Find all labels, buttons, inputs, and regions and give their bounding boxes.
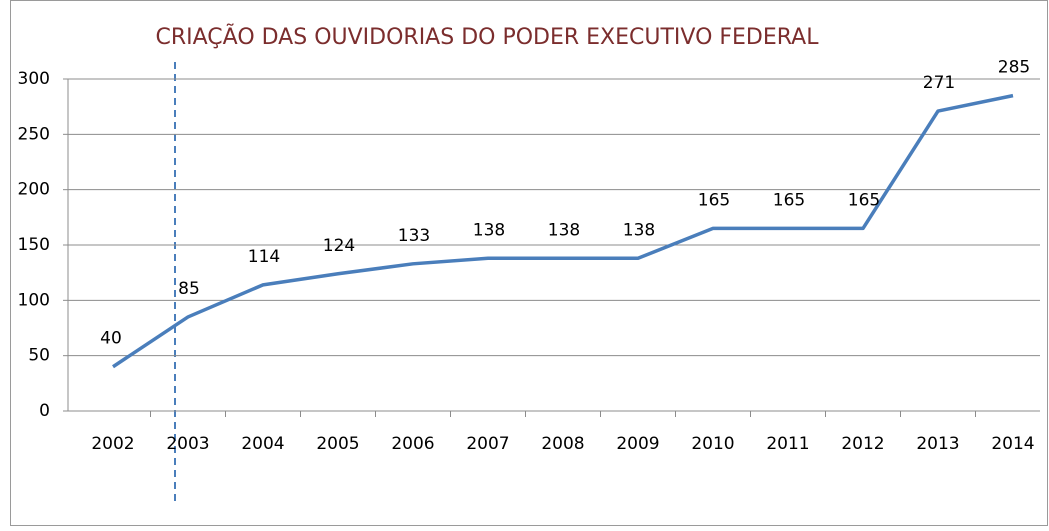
x-tick-label: 2014 [991,434,1034,454]
chart-title: CRIAÇÃO DAS OUVIDORIAS DO PODER EXECUTIV… [156,23,820,50]
x-tick-label: 2011 [766,434,809,454]
x-tick-label: 2007 [466,434,509,454]
data-label: 138 [548,220,580,240]
x-tick-label: 2008 [541,434,584,454]
data-label: 165 [773,190,805,210]
data-label: 138 [623,220,655,240]
y-tick-label: 0 [39,401,50,421]
data-label: 114 [248,247,280,267]
data-line [112,93,1014,369]
x-tick-label: 2004 [241,434,284,454]
y-tick-label: 250 [18,124,50,144]
x-tick-label: 2013 [916,434,959,454]
data-label: 165 [698,190,730,210]
data-label: 285 [998,58,1030,78]
y-tick-label: 100 [18,290,50,310]
x-tick-label: 2010 [691,434,734,454]
data-label: 138 [473,220,505,240]
y-tick-label: 200 [18,180,50,200]
data-label: 85 [178,279,200,299]
x-tick-label: 2009 [616,434,659,454]
data-label: 40 [100,329,122,349]
y-tick-label: 50 [28,346,50,366]
data-label: 133 [398,226,430,246]
x-tick-label: 2006 [391,434,434,454]
x-tick-label: 2005 [316,434,359,454]
chart-frame [10,0,1048,526]
x-tick-label: 2002 [91,434,134,454]
data-label: 124 [323,236,355,256]
data-label: 165 [848,190,880,210]
x-tick-label: 2003 [166,434,209,454]
y-tick-label: 300 [18,69,50,89]
data-label: 271 [923,73,955,93]
x-tick-label: 2012 [841,434,884,454]
y-tick-label: 150 [18,235,50,255]
